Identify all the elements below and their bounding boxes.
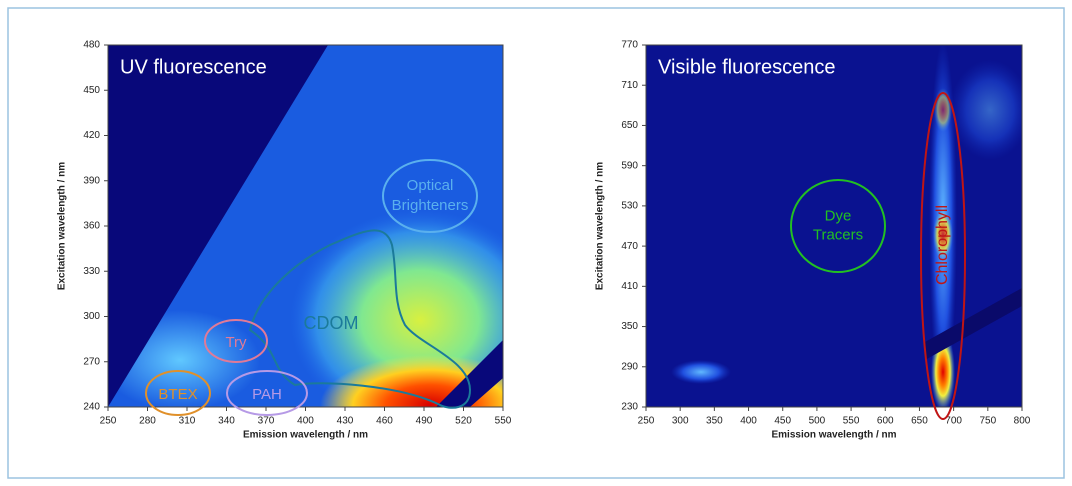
x-tick-label: 750 — [979, 416, 996, 427]
annotation-outline — [204, 319, 268, 363]
y-tick-label: 480 — [83, 40, 100, 51]
y-axis-label: Excitation wavelength / nm — [57, 162, 68, 290]
y-tick-label: 390 — [83, 175, 100, 186]
heat-mask — [436, 340, 503, 407]
x-tick-label: 280 — [139, 416, 156, 427]
x-tick-label: 490 — [416, 416, 433, 427]
heatmap — [108, 45, 503, 407]
x-tick-label: 400 — [297, 416, 314, 427]
annotation-outline — [920, 92, 966, 420]
x-tick-label: 550 — [495, 416, 512, 427]
heat-blob — [934, 88, 952, 132]
annotation: Optical — [407, 177, 454, 194]
x-tick-label: 450 — [774, 416, 791, 427]
y-tick-label: 290 — [621, 361, 638, 372]
annotation: PAH — [252, 386, 282, 403]
x-axis-label: Emission wavelength / nm — [243, 430, 368, 441]
y-tick-label: 710 — [621, 80, 638, 91]
x-tick-label: 300 — [672, 416, 689, 427]
y-tick-label: 410 — [621, 281, 638, 292]
annotation: CDOM — [304, 313, 359, 333]
annotation-outline — [226, 370, 308, 416]
y-tick-label: 240 — [83, 402, 100, 413]
heat-blob — [671, 360, 731, 384]
x-tick-label: 700 — [945, 416, 962, 427]
y-tick-label: 530 — [621, 201, 638, 212]
x-axis-label: Emission wavelength / nm — [771, 430, 896, 441]
annotation: Try — [225, 334, 247, 351]
x-tick-label: 370 — [258, 416, 275, 427]
y-tick-label: 360 — [83, 221, 100, 232]
x-tick-label: 520 — [455, 416, 472, 427]
y-tick-label: 450 — [83, 85, 100, 96]
y-tick-label: 420 — [83, 130, 100, 141]
heat-mask — [108, 45, 328, 407]
annotation: Dye — [825, 207, 852, 224]
x-tick-label: 310 — [179, 416, 196, 427]
annotation-outline — [145, 370, 211, 416]
x-tick-label: 350 — [706, 416, 723, 427]
frame — [7, 7, 1065, 479]
heat-blob — [950, 60, 1022, 160]
heatmap — [646, 45, 1022, 407]
annotation: Tracers — [813, 226, 863, 243]
y-tick-label: 650 — [621, 120, 638, 131]
annotation-outline — [248, 229, 472, 409]
y-tick-label: 300 — [83, 311, 100, 322]
x-tick-label: 460 — [376, 416, 393, 427]
y-axis-label: Excitation wavelength / nm — [595, 162, 606, 290]
x-tick-label: 400 — [740, 416, 757, 427]
y-tick-label: 230 — [621, 402, 638, 413]
annotation: BTEX — [158, 386, 197, 403]
plot-border — [645, 44, 1023, 408]
heat-blob — [933, 210, 953, 260]
y-tick-label: 350 — [621, 321, 638, 332]
y-tick-label: 270 — [83, 356, 100, 367]
annotation: Chlorophyll — [934, 205, 951, 285]
y-tick-label: 330 — [83, 266, 100, 277]
y-tick-label: 470 — [621, 241, 638, 252]
annotation: Brighteners — [392, 197, 469, 214]
x-tick-label: 250 — [100, 416, 117, 427]
x-tick-label: 430 — [337, 416, 354, 427]
chart-title: Visible fluorescence — [658, 56, 836, 78]
heat-mask — [925, 288, 1022, 360]
y-tick-label: 590 — [621, 160, 638, 171]
x-tick-label: 800 — [1014, 416, 1031, 427]
x-tick-label: 340 — [218, 416, 235, 427]
annotation-outline — [790, 179, 886, 273]
chart-title: UV fluorescence — [120, 56, 267, 78]
x-tick-label: 550 — [843, 416, 860, 427]
x-tick-label: 250 — [638, 416, 655, 427]
annotation-outline — [382, 159, 478, 233]
y-tick-label: 770 — [621, 40, 638, 51]
x-tick-label: 500 — [809, 416, 826, 427]
x-tick-label: 650 — [911, 416, 928, 427]
x-tick-label: 600 — [877, 416, 894, 427]
